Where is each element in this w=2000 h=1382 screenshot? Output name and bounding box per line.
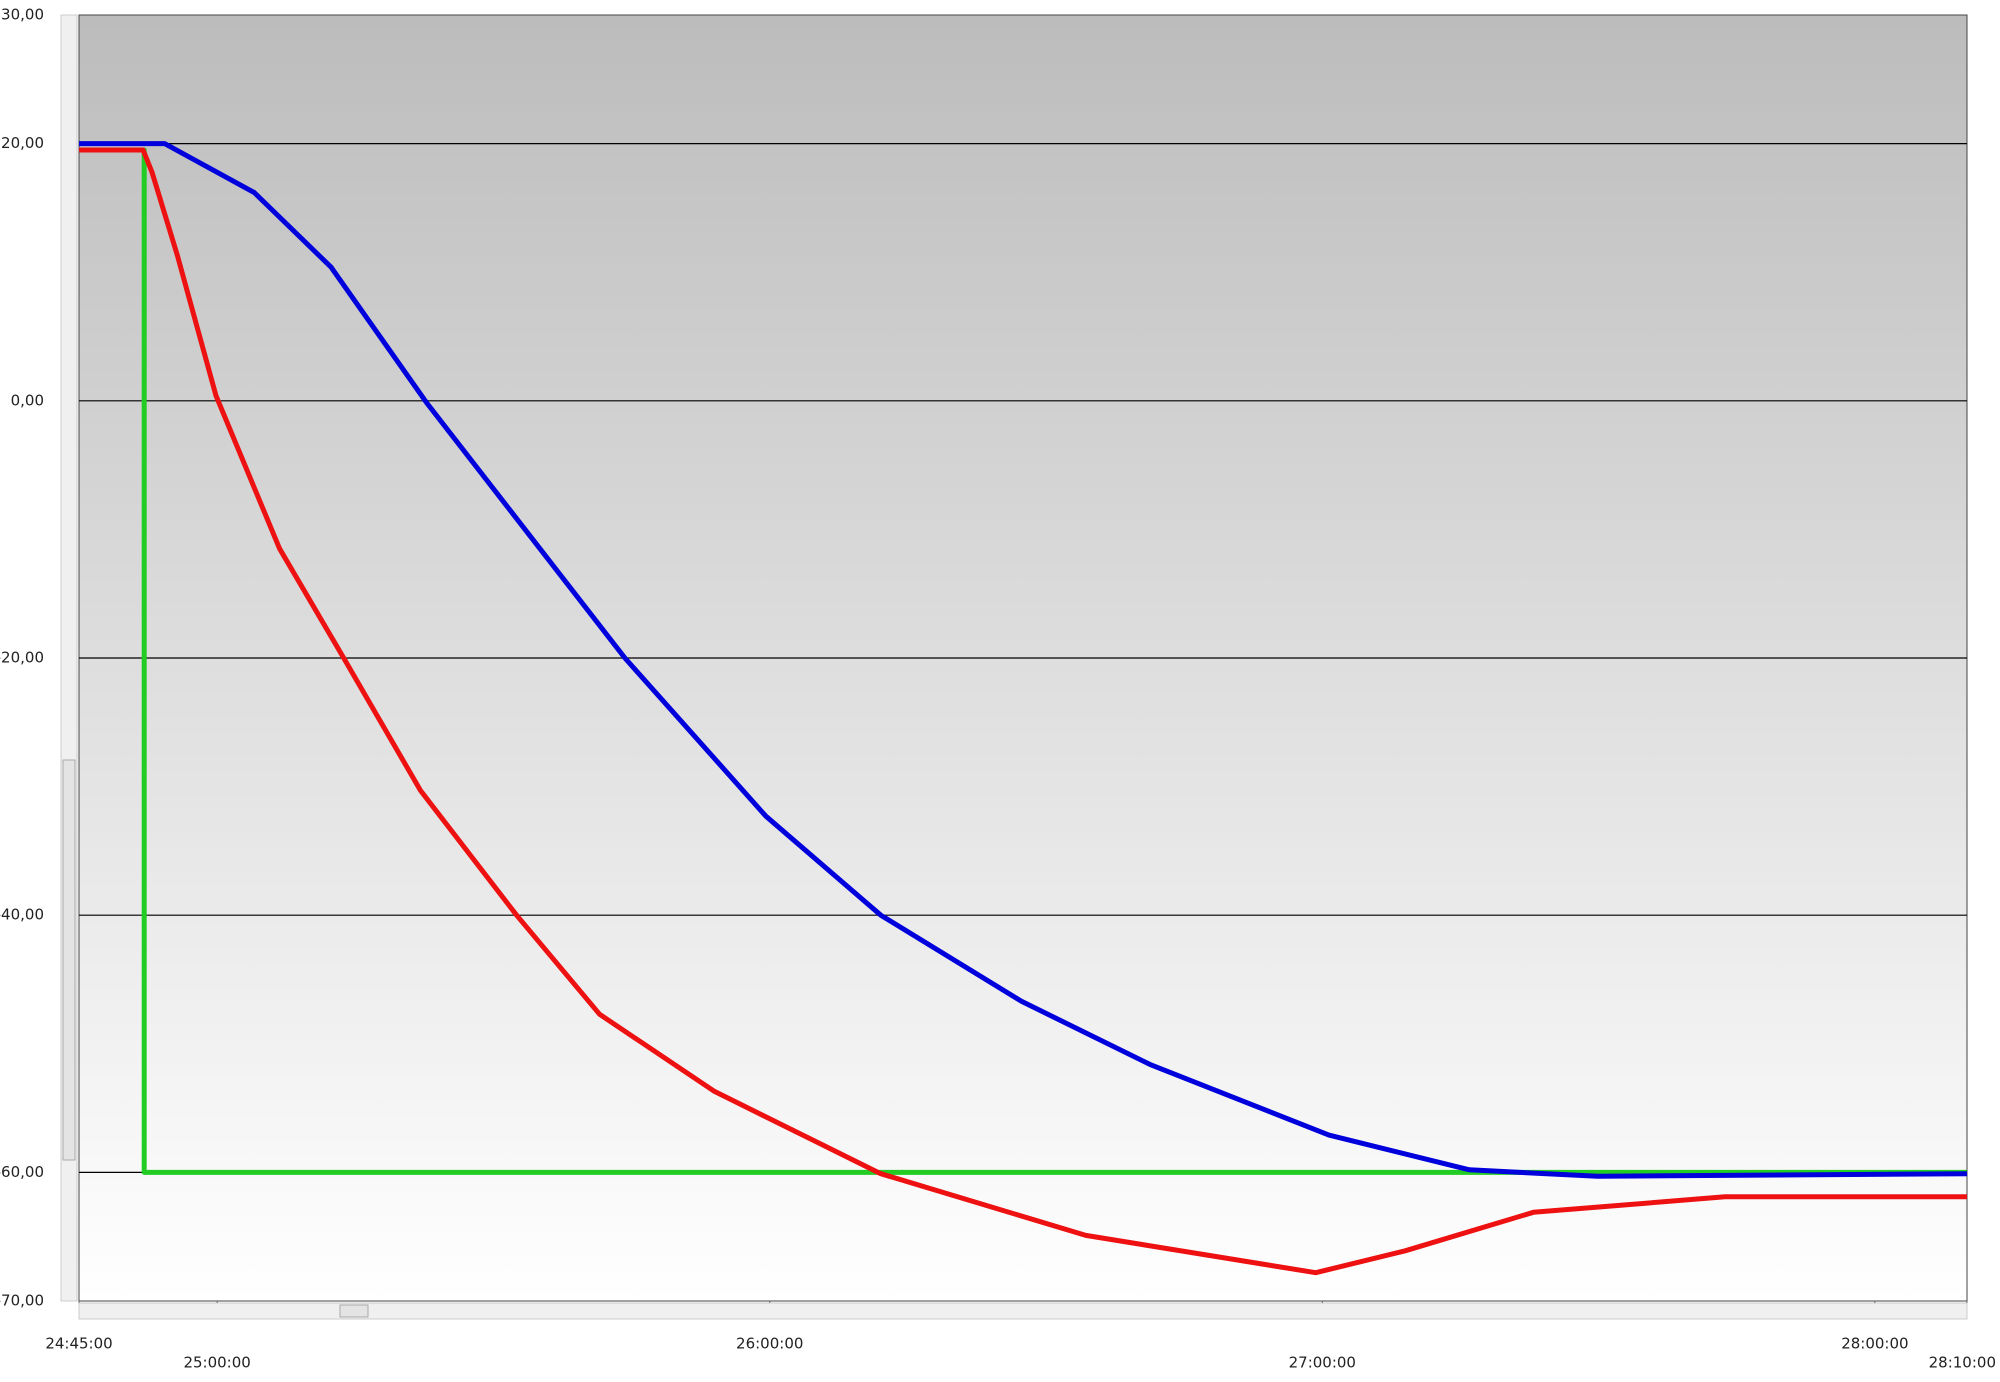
- vertical-scroll-thumb[interactable]: [62, 759, 76, 1161]
- horizontal-scroll-thumb[interactable]: [339, 1304, 369, 1318]
- y-tick-label: 20,00: [1, 134, 44, 152]
- x-tick-label: 28:00:00: [1841, 1335, 1908, 1353]
- x-tick-label: 25:00:00: [183, 1354, 250, 1372]
- y-tick-label: -40,00: [0, 906, 44, 924]
- x-tick-label: 26:00:00: [736, 1335, 803, 1353]
- x-tick-label: 24:45:00: [45, 1335, 112, 1353]
- series-line: [79, 141, 1968, 1179]
- labels: 30,00 20,00 0,00 -20,00 -40,00 -60,00 -70,00 24…: [0, 6, 1996, 1372]
- y-tick-label: -60,00: [0, 1163, 44, 1181]
- horizontal-scrollbar[interactable]: [78, 1302, 1968, 1320]
- series-line: [79, 147, 1967, 1276]
- x-tick-label: 27:00:00: [1289, 1354, 1356, 1372]
- y-tick-label: 0,00: [11, 391, 44, 409]
- y-tick-label: -20,00: [0, 649, 44, 667]
- y-tick-label: -70,00: [0, 1292, 44, 1310]
- x-tick-label: 28:10:00: [1929, 1354, 1996, 1372]
- y-tick-label: 30,00: [1, 6, 44, 24]
- lines: [79, 141, 1968, 1276]
